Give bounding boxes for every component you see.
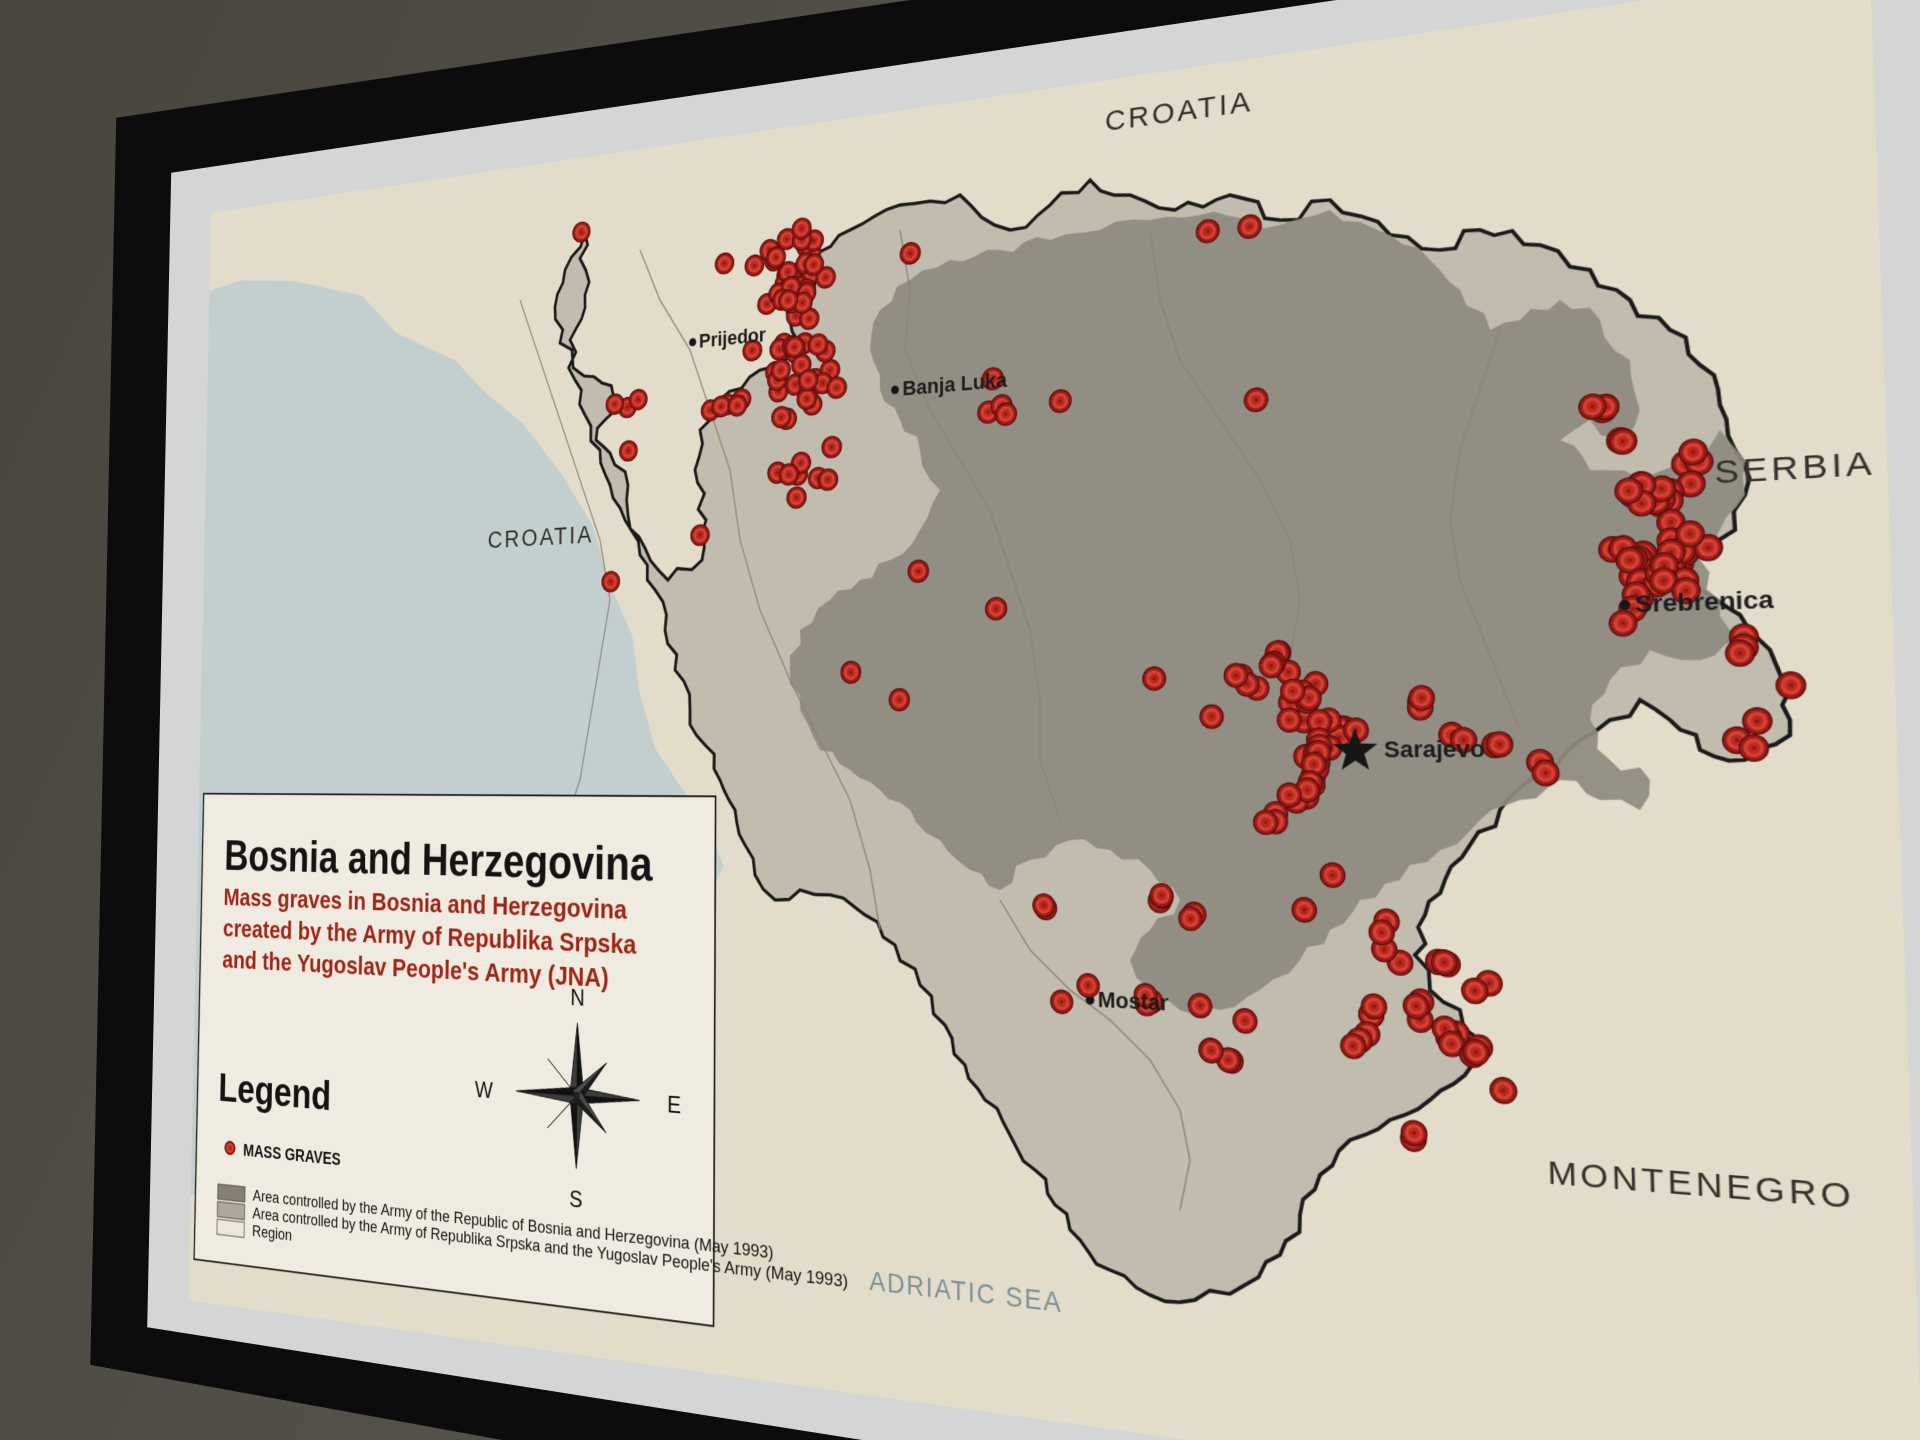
svg-text:Sarajevo: Sarajevo (1384, 737, 1486, 764)
svg-text:S: S (569, 1185, 583, 1213)
svg-text:W: W (475, 1076, 493, 1103)
svg-text:Srebrenica: Srebrenica (1634, 587, 1775, 619)
svg-text:CROATIA: CROATIA (488, 522, 594, 554)
svg-text:Mostar: Mostar (1098, 988, 1169, 1017)
svg-text:E: E (667, 1090, 681, 1118)
svg-text:N: N (570, 984, 585, 1011)
